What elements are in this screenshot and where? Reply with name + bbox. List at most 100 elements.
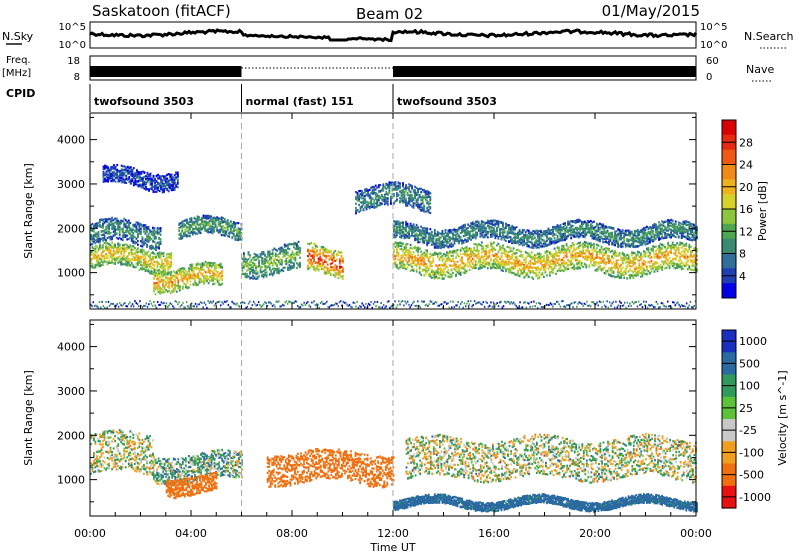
power-pixel [611, 262, 613, 265]
power-pixel [674, 257, 677, 260]
power-pixel [630, 260, 633, 263]
power-pixel [261, 253, 263, 256]
power-pixel [656, 255, 659, 258]
power-pixel [169, 278, 172, 281]
power-pixel [526, 252, 529, 255]
power-pixel [144, 269, 147, 272]
power-pixel [406, 234, 409, 238]
power-pixel [323, 249, 326, 252]
power-pixel [149, 245, 151, 248]
power-pixel [643, 259, 645, 263]
power-pixel [99, 225, 101, 228]
power-pixel [146, 253, 148, 256]
power-pixel [164, 258, 166, 261]
power-pixel [201, 280, 204, 283]
power-pixel [156, 231, 159, 234]
power-pixel [140, 227, 142, 230]
power-pixel [435, 233, 438, 236]
power-pixel [671, 245, 674, 248]
power-pixel [208, 219, 211, 222]
power-pixel [274, 258, 277, 261]
power-pixel [446, 245, 448, 248]
power-pixel [180, 272, 183, 275]
power-pixel [661, 253, 663, 256]
power-pixel [402, 234, 404, 237]
power-pixel [399, 235, 401, 238]
power-pixel [207, 263, 210, 266]
power-pixel [579, 254, 582, 258]
freq-tick-top: 18 [67, 56, 80, 67]
power-pixel [258, 261, 260, 264]
power-pixel [544, 251, 547, 254]
power-pixel [94, 234, 97, 237]
power-pixel [268, 263, 271, 266]
power-pixel [491, 262, 494, 265]
power-pixel [482, 245, 485, 248]
power-pixel [286, 266, 289, 269]
power-pixel [196, 232, 199, 235]
power-pixel [626, 260, 629, 263]
power-pixel [441, 277, 444, 280]
power-pixel [156, 246, 159, 249]
power-pixel [403, 265, 406, 269]
power-pixel [629, 261, 632, 265]
power-pixel [282, 269, 285, 273]
power-pixel [172, 278, 175, 281]
power-pixel [114, 244, 116, 247]
power-pixel [656, 256, 659, 259]
power-pixel [164, 268, 166, 271]
power-pixel [130, 239, 133, 242]
power-pixel [181, 220, 184, 224]
power-pixel [547, 260, 550, 263]
power-pixel [195, 282, 198, 285]
power-pixel [596, 252, 598, 255]
power-pixel [453, 242, 456, 245]
power-pixel [412, 261, 415, 264]
power-pixel [282, 255, 285, 258]
power-pixel [426, 256, 429, 259]
power-pixel [565, 265, 568, 268]
power-pixel [543, 269, 545, 272]
power-pixel [332, 266, 335, 269]
power-pixel [452, 235, 454, 238]
power-pixel [100, 218, 103, 222]
power-pixel [211, 225, 214, 228]
power-pixel [394, 257, 397, 261]
power-pixel [689, 254, 692, 257]
power-pixel [262, 251, 265, 254]
power-pixel [558, 269, 560, 272]
power-pixel [403, 229, 406, 232]
station-title: Saskatoon (fitACF) [92, 2, 231, 20]
power-pixel [124, 224, 127, 227]
power-pixel [412, 267, 415, 270]
power-pixel [450, 250, 453, 254]
power-pixel [210, 279, 213, 282]
power-pixel [261, 259, 263, 262]
power-pixel [255, 255, 257, 258]
power-pixel [152, 272, 154, 275]
power-pixel [483, 255, 486, 258]
power-pixel [220, 225, 223, 228]
power-pixel [205, 215, 208, 218]
power-pixel [503, 260, 506, 263]
power-pixel [536, 273, 539, 277]
power-pixel [540, 253, 542, 256]
power-pixel [100, 259, 103, 262]
power-pixel [462, 252, 465, 255]
power-pixel [591, 251, 594, 255]
power-pixel [541, 271, 544, 274]
power-pixel [549, 251, 551, 255]
freq-panel: Freq. [MHz] 18 8 60 0 Nave [2, 55, 774, 83]
power-pixel [403, 235, 406, 238]
power-pixel [452, 271, 454, 275]
power-pixel [143, 243, 145, 246]
power-pixel [435, 264, 438, 267]
power-pixel [293, 253, 295, 256]
power-pixel [105, 228, 107, 231]
power-pixel [408, 263, 410, 267]
power-pixel [423, 254, 426, 257]
freq-label-line1: Freq. [6, 55, 31, 66]
power-pixel [543, 275, 545, 278]
power-pixel [488, 262, 491, 265]
power-pixel [480, 247, 483, 250]
